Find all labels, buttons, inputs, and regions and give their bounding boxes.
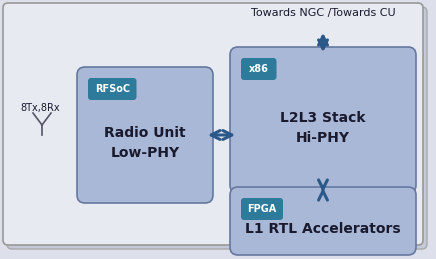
FancyBboxPatch shape (230, 187, 416, 255)
FancyBboxPatch shape (241, 198, 283, 220)
FancyBboxPatch shape (77, 67, 213, 203)
FancyBboxPatch shape (241, 58, 276, 80)
Text: L2L3 Stack
Hi-PHY: L2L3 Stack Hi-PHY (280, 111, 366, 145)
Text: Radio Unit
Low-PHY: Radio Unit Low-PHY (104, 126, 186, 160)
Text: L1 RTL Accelerators: L1 RTL Accelerators (245, 222, 401, 236)
FancyBboxPatch shape (7, 7, 427, 249)
Text: 8Tx,8Rx: 8Tx,8Rx (20, 103, 60, 113)
Text: RFSoC: RFSoC (95, 84, 130, 94)
Text: FPGA: FPGA (247, 204, 276, 214)
FancyBboxPatch shape (230, 47, 416, 193)
Text: x86: x86 (249, 64, 269, 74)
FancyBboxPatch shape (88, 78, 136, 100)
Text: Towards NGC /Towards CU: Towards NGC /Towards CU (251, 8, 395, 18)
FancyBboxPatch shape (3, 3, 423, 245)
